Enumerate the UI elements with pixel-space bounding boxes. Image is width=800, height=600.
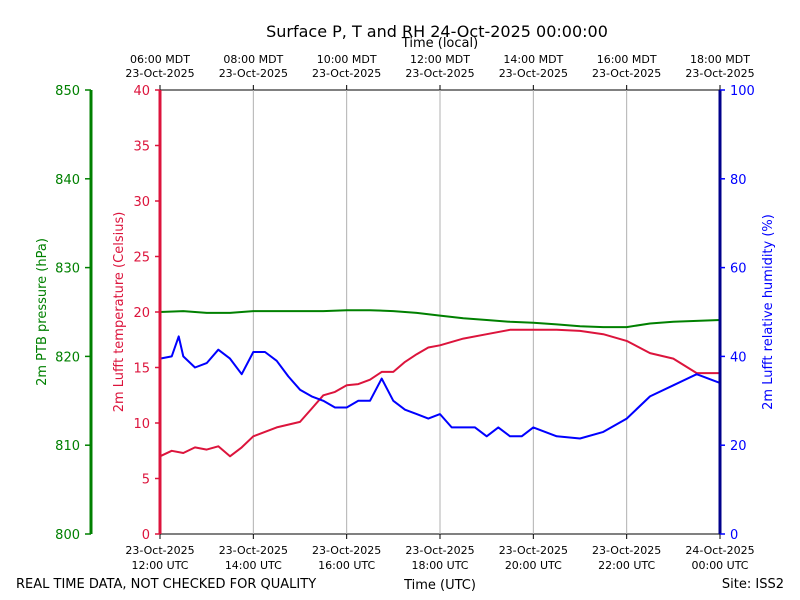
- x-tick-date: 24-Oct-2025: [685, 544, 754, 557]
- top-tick-time: 18:00 MDT: [690, 53, 750, 66]
- top-tick-time: 10:00 MDT: [317, 53, 377, 66]
- temperature-tick-label: 25: [133, 251, 150, 266]
- top-tick-date: 23-Oct-2025: [312, 67, 381, 80]
- x-tick-time: 12:00 UTC: [131, 559, 188, 572]
- humidity-tick-label: 20: [730, 439, 747, 454]
- top-tick-date: 23-Oct-2025: [592, 67, 661, 80]
- x-tick-date: 23-Oct-2025: [312, 544, 381, 557]
- temperature-tick-label: 5: [142, 473, 150, 488]
- x-tick-time: 20:00 UTC: [505, 559, 562, 572]
- temperature-axis-label: 2m Lufft temperature (Celsius): [112, 212, 127, 413]
- temperature-tick-label: 0: [142, 528, 150, 543]
- pressure-tick-label: 830: [55, 262, 80, 277]
- x-tick-date: 23-Oct-2025: [219, 544, 288, 557]
- temperature-tick-label: 20: [133, 306, 150, 321]
- top-tick-date: 23-Oct-2025: [405, 67, 474, 80]
- top-tick-date: 23-Oct-2025: [219, 67, 288, 80]
- temperature-tick-label: 35: [133, 140, 150, 155]
- top-tick-date: 23-Oct-2025: [499, 67, 568, 80]
- humidity-tick-label: 80: [730, 173, 747, 188]
- x-axis-label: Time (UTC): [403, 578, 476, 593]
- pressure-tick-label: 810: [55, 439, 80, 454]
- x-tick-date: 23-Oct-2025: [592, 544, 661, 557]
- x-tick-date: 23-Oct-2025: [125, 544, 194, 557]
- pressure-series-line: [159, 309, 721, 329]
- humidity-tick-label: 0: [730, 528, 738, 543]
- chart-title: Surface P, T and RH 24-Oct-2025 00:00:00: [266, 22, 608, 41]
- top-tick-time: 08:00 MDT: [223, 53, 283, 66]
- x-tick-time: 22:00 UTC: [598, 559, 655, 572]
- temperature-tick-label: 10: [133, 417, 150, 432]
- top-tick-time: 12:00 MDT: [410, 53, 470, 66]
- top-tick-time: 06:00 MDT: [130, 53, 190, 66]
- series-layer: [159, 309, 721, 458]
- top-tick-time: 14:00 MDT: [503, 53, 563, 66]
- pressure-tick-label: 840: [55, 173, 80, 188]
- site-label: Site: ISS2: [722, 577, 784, 592]
- top-axis-label: Time (local): [401, 36, 478, 51]
- humidity-axis-label: 2m Lufft relative humidity (%): [761, 214, 776, 410]
- temperature-tick-label: 40: [133, 84, 150, 99]
- top-tick-time: 16:00 MDT: [597, 53, 657, 66]
- temperature-tick-label: 15: [133, 362, 150, 377]
- x-tick-date: 23-Oct-2025: [405, 544, 474, 557]
- temperature-tick-label: 30: [133, 195, 150, 210]
- humidity-tick-label: 60: [730, 262, 747, 277]
- pressure-tick-label: 800: [55, 528, 80, 543]
- pressure-tick-label: 820: [55, 350, 80, 365]
- top-tick-date: 23-Oct-2025: [125, 67, 194, 80]
- humidity-tick-label: 100: [730, 84, 755, 99]
- pressure-axis-label: 2m PTB pressure (hPa): [35, 238, 50, 386]
- x-tick-time: 00:00 UTC: [691, 559, 748, 572]
- tick-labels: 23-Oct-2025 12:00 UTC 23-Oct-2025 14:00 UTC…: [55, 53, 755, 572]
- temperature-series-line: [159, 328, 720, 458]
- x-tick-date: 23-Oct-2025: [499, 544, 568, 557]
- quality-note: REAL TIME DATA, NOT CHECKED FOR QUALITY: [16, 577, 316, 592]
- humidity-tick-label: 40: [730, 350, 747, 365]
- pressure-tick-label: 850: [55, 84, 80, 99]
- x-tick-time: 18:00 UTC: [411, 559, 468, 572]
- x-tick-time: 16:00 UTC: [318, 559, 375, 572]
- humidity-series-line: [159, 335, 721, 440]
- x-tick-time: 14:00 UTC: [225, 559, 282, 572]
- top-tick-date: 23-Oct-2025: [685, 67, 754, 80]
